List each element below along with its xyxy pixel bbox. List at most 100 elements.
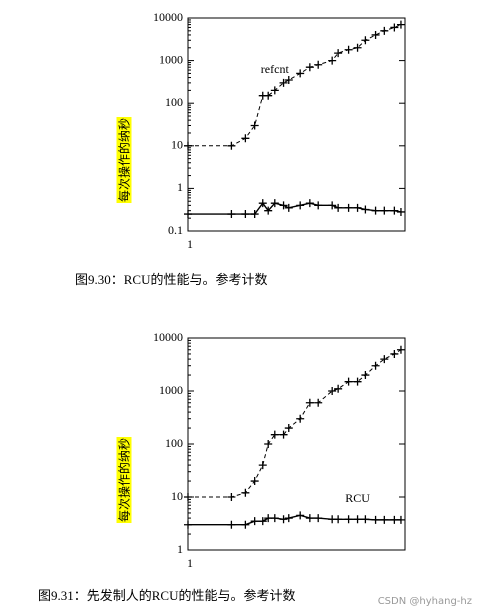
point-marker [371, 206, 380, 215]
point-marker [334, 49, 343, 58]
series-label: RCU [345, 491, 370, 505]
figure-caption: 图9.31：先发制人的RCU的性能与。参考计数 [38, 588, 295, 603]
point-marker [305, 199, 314, 208]
point-marker [184, 520, 192, 529]
point-marker [264, 440, 273, 448]
point-marker [353, 43, 362, 52]
y-tick-label: 10000 [153, 10, 183, 24]
point-marker [296, 511, 305, 520]
point-marker [227, 493, 236, 501]
y-label-group: 每次操作的纳秒 [116, 116, 132, 204]
point-marker [361, 371, 370, 380]
point-marker [390, 206, 399, 215]
y-tick-label: 10000 [153, 330, 183, 344]
y-tick-label: 100 [165, 436, 183, 450]
point-marker [184, 210, 192, 219]
point-marker [250, 121, 259, 130]
point-marker [314, 398, 323, 407]
point-marker [241, 488, 250, 497]
point-marker [314, 514, 323, 523]
point-marker [250, 477, 259, 486]
point-marker [258, 517, 267, 526]
series-line [188, 349, 402, 498]
point-marker [314, 60, 323, 69]
point-marker [241, 210, 250, 219]
point-marker [284, 76, 293, 85]
y-label-highlight [116, 436, 132, 524]
point-marker [353, 203, 362, 212]
point-marker [284, 424, 293, 433]
point-marker [250, 517, 259, 526]
point-marker [227, 520, 236, 529]
point-marker [270, 86, 279, 95]
point-marker [184, 493, 192, 501]
series-line [188, 24, 402, 147]
series-label: refcnt [261, 62, 290, 76]
point-marker [184, 141, 192, 150]
point-marker [270, 199, 279, 208]
y-label-group: 每次操作的纳秒 [116, 436, 132, 524]
point-marker [371, 361, 380, 370]
point-marker [328, 56, 337, 65]
point-marker [361, 205, 370, 214]
series-line [188, 201, 402, 215]
point-marker [396, 345, 405, 354]
y-axis-label: 每次操作的纳秒 [117, 438, 132, 522]
x-tick-label: 1 [187, 556, 193, 570]
point-marker [258, 199, 267, 208]
point-marker [328, 387, 337, 395]
x-tick-label: 1 [187, 237, 193, 251]
point-marker [353, 377, 362, 386]
point-marker [227, 210, 236, 219]
point-marker [371, 515, 380, 524]
point-marker [344, 515, 353, 524]
point-marker [284, 514, 293, 523]
point-marker [396, 20, 405, 29]
point-marker [227, 141, 236, 150]
point-marker [250, 210, 259, 219]
point-marker [396, 207, 405, 216]
y-tick-label: 1000 [159, 52, 183, 66]
series-line [188, 514, 401, 526]
point-marker [305, 514, 314, 523]
point-marker [380, 515, 389, 524]
point-marker [380, 206, 389, 215]
y-axis-label: 每次操作的纳秒 [117, 118, 132, 202]
point-marker [270, 430, 279, 439]
point-marker [279, 201, 288, 210]
point-marker [296, 414, 305, 423]
y-tick-label: 10 [171, 138, 183, 152]
point-marker [390, 23, 399, 32]
point-marker [279, 78, 288, 87]
figure-caption: 图9.30：RCU的性能与。参考计数 [75, 272, 267, 287]
point-marker [344, 45, 353, 54]
point-marker [380, 355, 389, 364]
point-marker [305, 63, 314, 72]
watermark: CSDN @hyhang-hz [378, 596, 472, 607]
point-marker [305, 398, 314, 407]
y-tick-label: 1 [177, 542, 183, 556]
point-marker [390, 349, 399, 358]
plot-frame [187, 337, 406, 551]
point-marker [361, 36, 370, 45]
point-marker [296, 201, 305, 210]
point-marker [361, 515, 370, 524]
point-marker [270, 514, 279, 523]
y-label-highlight [116, 116, 132, 204]
plot-frame [187, 17, 406, 232]
point-marker [279, 515, 288, 524]
point-marker [264, 91, 273, 100]
y-tick-label: 0.1 [168, 223, 183, 237]
point-marker [353, 515, 362, 524]
point-marker [371, 30, 380, 39]
point-marker [334, 384, 343, 393]
point-marker [334, 203, 343, 212]
y-tick-label: 1 [177, 180, 183, 194]
point-marker [241, 520, 250, 529]
point-marker [284, 203, 293, 212]
point-marker [344, 203, 353, 212]
y-tick-label: 1000 [159, 383, 183, 397]
point-marker [396, 515, 405, 524]
y-tick-label: 10 [171, 489, 183, 503]
